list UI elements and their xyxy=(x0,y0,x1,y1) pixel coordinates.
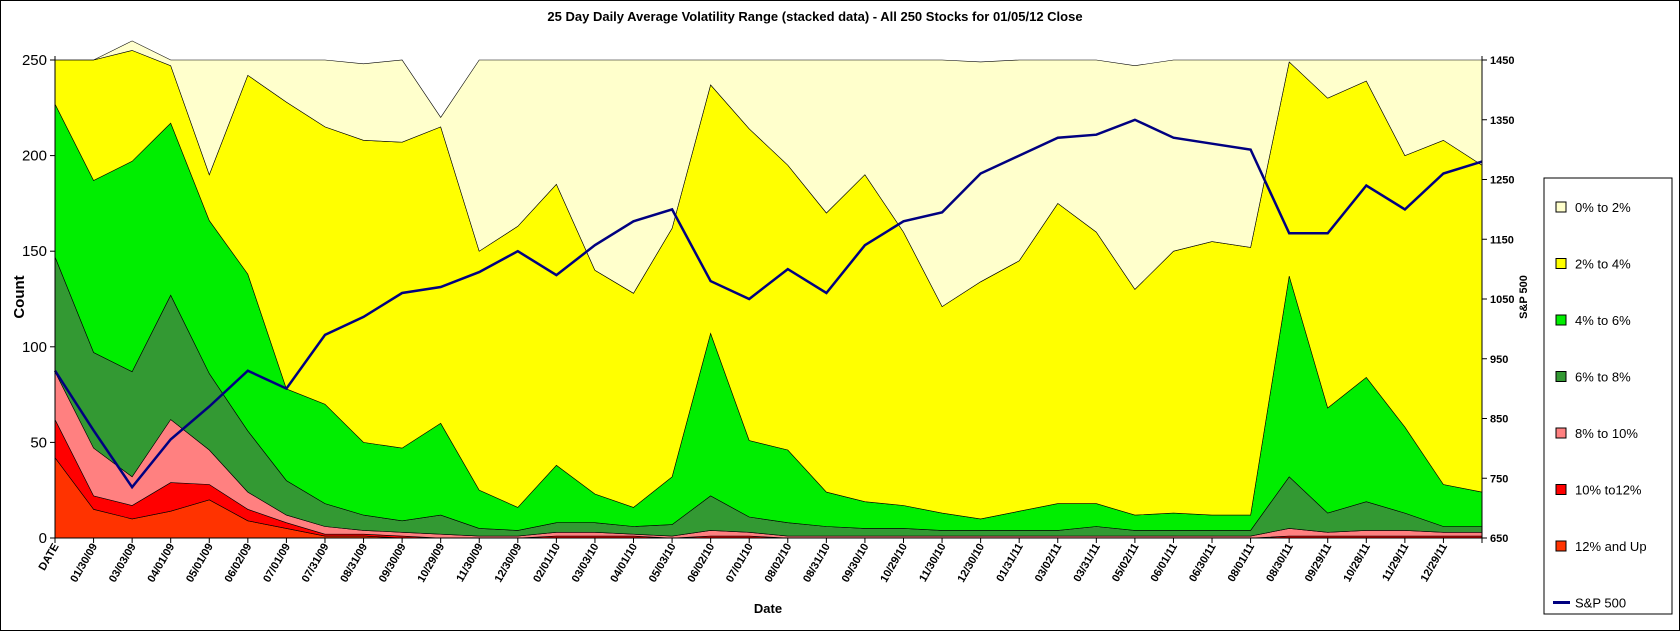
x-tick-label: 05/01/09 xyxy=(184,542,216,585)
x-tick-label: 03/03/09 xyxy=(107,542,139,585)
x-tick-label: 03/31/11 xyxy=(1071,542,1103,585)
x-tick-label: 08/30/11 xyxy=(1264,542,1296,585)
legend-swatch-0-to-2 xyxy=(1555,201,1567,213)
x-tick-label: 03/02/11 xyxy=(1033,542,1065,585)
y-tick-label: 50 xyxy=(30,434,47,451)
x-tick-label: 08/02/10 xyxy=(763,542,795,585)
x-tick-label: 12/29/11 xyxy=(1419,542,1451,585)
legend-label-2-to-4: 2% to 4% xyxy=(1575,257,1631,272)
y2-tick-label: 650 xyxy=(1490,533,1508,545)
legend-swatch-2-to-4 xyxy=(1555,258,1567,269)
legend-label-0-to-2: 0% to 2% xyxy=(1575,200,1631,215)
y-tick-label: 150 xyxy=(22,243,47,260)
y2-axis-ticks: 650 750 850 950 1050 1150 1250 1350 1450 xyxy=(1482,55,1514,545)
y2-tick-label: 1450 xyxy=(1490,55,1514,67)
x-tick-label: 06/30/11 xyxy=(1187,542,1219,585)
legend: 0% to 2% 2% to 4% 4% to 6% 6% to 8% 8% to 10… xyxy=(1553,200,1647,611)
y2-tick-label: 950 xyxy=(1490,354,1508,366)
x-tick-label: 12/30/09 xyxy=(493,542,525,585)
legend-swatch-4-to-6 xyxy=(1555,314,1567,326)
x-tick-label: 08/31/09 xyxy=(338,542,370,585)
legend-label-sp500: S&P 500 xyxy=(1575,596,1626,611)
x-tick-label: 10/29/09 xyxy=(415,542,447,585)
x-tick-label: 09/29/11 xyxy=(1303,542,1335,585)
x-tick-label: 07/01/10 xyxy=(724,542,756,585)
x-tick-label: 08/01/11 xyxy=(1226,542,1258,585)
chart-title: 25 Day Daily Average Volatility Range (s… xyxy=(547,9,1082,24)
x-tick-label: 05/02/11 xyxy=(1110,542,1142,585)
legend-swatch-10-to12 xyxy=(1555,484,1567,495)
legend-label-12-and-up: 12% and Up xyxy=(1575,539,1647,554)
legend-label-8-to-10: 8% to 10% xyxy=(1575,426,1638,441)
y-tick-label: 250 xyxy=(22,52,47,69)
y2-tick-label: 850 xyxy=(1490,414,1508,426)
line-sp500 xyxy=(53,118,1483,490)
y-axis-title: Count xyxy=(11,275,28,318)
y2-tick-label: 1150 xyxy=(1490,234,1514,246)
x-tick-label: 09/30/10 xyxy=(840,542,872,585)
y-tick-label: 100 xyxy=(22,339,47,356)
y2-tick-label: 1250 xyxy=(1490,175,1514,187)
x-tick-label: 01/30/09 xyxy=(68,542,100,585)
x-tick-label: 07/31/09 xyxy=(300,542,332,585)
x-axis-title: Date xyxy=(754,601,782,616)
x-tick-label: 10/29/10 xyxy=(878,542,910,585)
y2-tick-label: 750 xyxy=(1490,473,1508,485)
x-tick-label: 11/30/10 xyxy=(917,542,949,585)
y-axis-ticks: 0 50 100 150 200 250 xyxy=(22,52,55,547)
legend-swatch-12-and-up xyxy=(1555,540,1567,552)
legend-label-4-to-6: 4% to 6% xyxy=(1575,313,1631,328)
y-tick-label: 0 xyxy=(39,530,47,547)
x-tick-label: 11/29/11 xyxy=(1380,542,1411,584)
x-tick-label: 06/02/10 xyxy=(685,542,717,585)
x-tick-label: 06/01/11 xyxy=(1149,542,1181,585)
x-tick-label: 04/01/09 xyxy=(145,542,177,585)
legend-label-10-to12: 10% to12% xyxy=(1575,483,1642,498)
x-tick-label: 07/01/09 xyxy=(261,542,293,585)
x-axis-ticks: DATE 01/30/09 03/03/09 04/01/09 05/01/09 06/0… xyxy=(37,538,1483,585)
x-tick-label: 02/01/10 xyxy=(531,542,563,585)
x-tick-label: 06/02/09 xyxy=(223,542,255,585)
legend-swatch-6-to-8 xyxy=(1555,371,1567,382)
x-tick-label: 11/30/09 xyxy=(454,542,486,585)
x-tick-label: 05/03/10 xyxy=(647,542,679,585)
y-tick-label: 200 xyxy=(22,148,47,165)
x-tick-label: 03/03/10 xyxy=(570,542,602,585)
x-tick-label: 08/31/10 xyxy=(801,542,833,585)
legend-swatch-8-to-10 xyxy=(1555,427,1567,439)
plot-area xyxy=(53,40,1483,539)
x-tick-label: 10/28/11 xyxy=(1341,542,1373,585)
y2-axis-title: S&P 500 xyxy=(1518,275,1530,319)
x-tick-label: 12/30/10 xyxy=(955,541,987,584)
legend-label-6-to-8: 6% to 8% xyxy=(1575,370,1631,385)
x-tick-label: 01/31/11 xyxy=(994,542,1026,585)
y2-tick-label: 1050 xyxy=(1490,294,1514,306)
y2-tick-label: 1350 xyxy=(1490,115,1514,127)
x-tick-label: 09/30/09 xyxy=(377,542,409,585)
x-tick-label: 04/01/10 xyxy=(608,542,640,585)
